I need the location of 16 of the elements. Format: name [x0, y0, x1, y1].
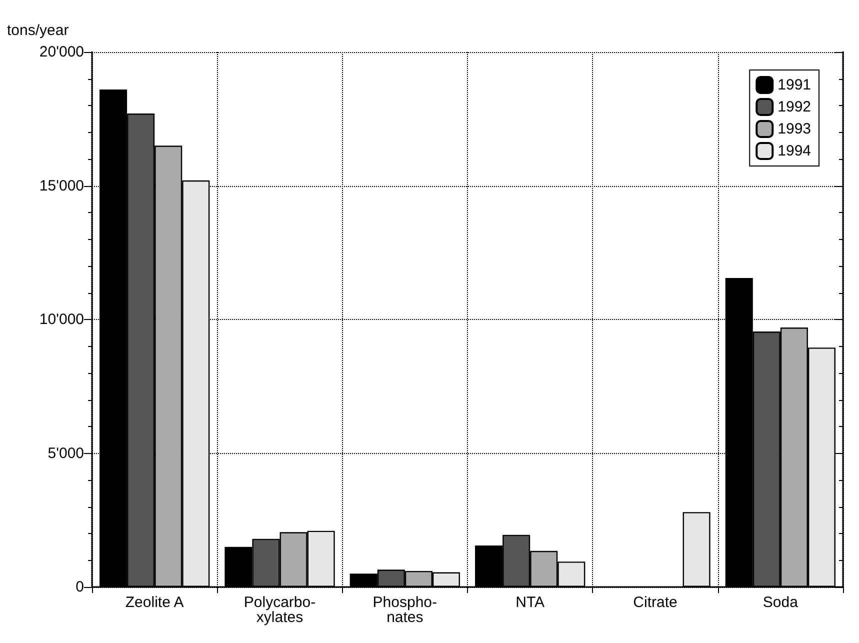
x-tick-label: Phospho- nates — [372, 594, 438, 626]
legend-label: 1993 — [778, 120, 812, 138]
x-tick-label: Zeolite A — [125, 594, 184, 611]
y-tick-label: 0 — [76, 578, 84, 596]
y-axis-title: tons/year — [7, 22, 69, 39]
y-tick-label: 10'000 — [39, 311, 84, 328]
y-tick-label: 5'000 — [48, 444, 84, 462]
y-tick-label: 20'000 — [39, 44, 84, 60]
x-tick-label: Citrate — [633, 594, 678, 611]
legend-label: 1992 — [778, 98, 812, 116]
x-tick-label: Polycarbo- xylates — [244, 594, 316, 626]
x-tick-label: Soda — [762, 594, 799, 611]
legend-label: 1994 — [778, 142, 812, 160]
y-tick-label: 15'000 — [39, 177, 84, 194]
legend-label: 1991 — [778, 76, 812, 94]
x-tick-label: NTA — [516, 594, 545, 611]
